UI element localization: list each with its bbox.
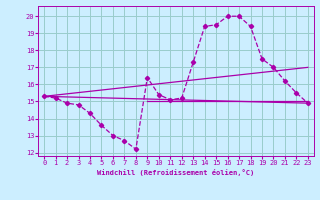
- X-axis label: Windchill (Refroidissement éolien,°C): Windchill (Refroidissement éolien,°C): [97, 169, 255, 176]
